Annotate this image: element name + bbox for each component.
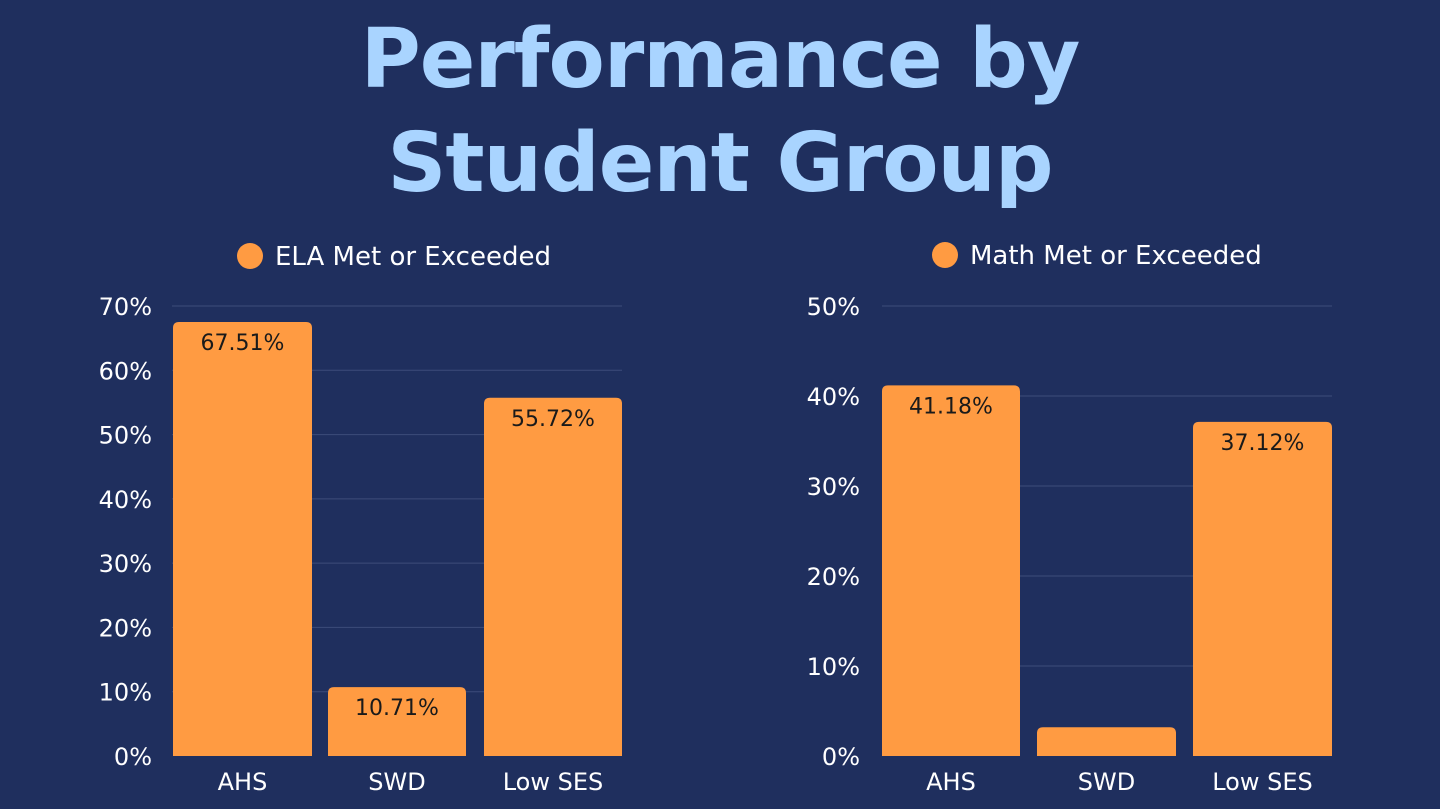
ela-x-tick-label: AHS <box>218 768 268 796</box>
ela-y-tick-label: 30% <box>99 550 152 578</box>
ela-data-label: 10.71% <box>355 696 439 721</box>
math-y-tick-label: 10% <box>807 653 860 681</box>
ela-y-tick-label: 50% <box>99 422 152 450</box>
ela-bar-ahs <box>173 322 312 756</box>
ela-data-label: 55.72% <box>511 407 595 432</box>
math-y-tick-label: 30% <box>807 473 860 501</box>
math-data-label: 37.12% <box>1221 431 1305 456</box>
ela-x-tick-label: Low SES <box>503 768 604 796</box>
math-y-tick-label: 0% <box>822 743 860 771</box>
math-y-tick-label: 20% <box>807 563 860 591</box>
title-line-1: Performance by <box>360 12 1081 107</box>
ela-x-tick-label: SWD <box>368 768 425 796</box>
ela-legend-marker-icon <box>237 243 263 269</box>
slide-title: Performance by Student Group <box>0 8 1440 216</box>
math-data-label: 41.18% <box>909 394 993 419</box>
ela-bar-swd <box>328 687 466 756</box>
ela-bar-low-ses <box>484 397 622 756</box>
ela-y-tick-label: 60% <box>99 357 152 385</box>
math-bar-ahs <box>882 385 1020 756</box>
math-y-tick-label: 40% <box>807 383 860 411</box>
math-bar-swd <box>1037 727 1176 756</box>
ela-y-tick-label: 20% <box>99 614 152 642</box>
ela-y-tick-label: 10% <box>99 679 152 707</box>
ela-y-tick-label: 40% <box>99 486 152 514</box>
math-legend-marker-icon <box>932 242 958 268</box>
math-x-tick-label: SWD <box>1078 768 1135 796</box>
ela-y-tick-label: 0% <box>114 743 152 771</box>
title-line-2: Student Group <box>387 116 1053 211</box>
math-legend-label: Math Met or Exceeded <box>970 241 1262 271</box>
math-bar-low-ses <box>1193 421 1332 756</box>
math-x-tick-label: AHS <box>926 768 976 796</box>
ela-data-label: 67.51% <box>201 331 285 356</box>
math-x-tick-label: Low SES <box>1212 768 1313 796</box>
ela-legend-label: ELA Met or Exceeded <box>275 242 551 272</box>
ela-y-tick-label: 70% <box>99 293 152 321</box>
math-y-tick-label: 50% <box>807 293 860 321</box>
